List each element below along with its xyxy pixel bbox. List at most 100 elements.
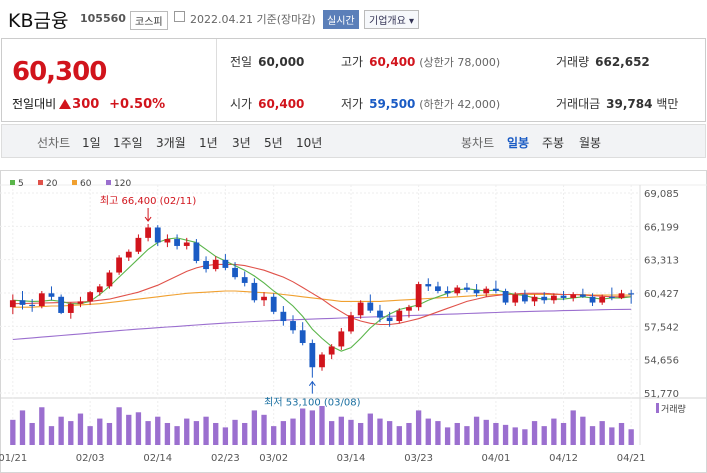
y-tick-label: 51,770 [644, 389, 679, 400]
volume-bar [58, 416, 64, 445]
candle-body [106, 272, 113, 287]
candle-body [309, 342, 316, 368]
candle-body [435, 286, 441, 292]
stock-code: 105560 [80, 12, 126, 25]
candle-body [618, 293, 625, 298]
low-annotation: 최저 53,100 (03/08) [264, 397, 360, 409]
x-tick-label: 03/23 [404, 453, 433, 464]
volume-bar [628, 429, 634, 445]
header: KB금융 105560 코스피 2022.04.21 기준(장마감) 실시간 기… [0, 0, 707, 36]
company-overview-dropdown[interactable]: 기업개요 ▾ [364, 10, 419, 29]
candle-body [19, 300, 26, 305]
candle-body [493, 288, 499, 292]
volume-bar [386, 421, 393, 445]
volume-bar [87, 426, 93, 445]
candle-body [232, 267, 238, 278]
candle-body [348, 315, 354, 332]
volume-bar [338, 416, 344, 445]
x-tick-label: 01/21 [0, 453, 27, 464]
candle-body [377, 310, 383, 318]
realtime-button[interactable]: 실시간 [323, 10, 359, 29]
volume-bar [251, 410, 258, 445]
volume-bar [164, 422, 171, 445]
tab-weekly[interactable]: 주봉 [542, 136, 565, 150]
volume-label: 거래량 [556, 55, 590, 69]
open-label: 시가 [230, 97, 253, 111]
volume-bar [406, 422, 412, 445]
candle-body [9, 300, 16, 308]
volume-bar [193, 421, 200, 445]
high-label: 고가 [341, 55, 364, 69]
candle-body [164, 239, 171, 243]
low-value: 59,500 [369, 97, 416, 111]
moving-average-ma20 [12, 263, 632, 326]
base-date: 2022.04.21 기준(장마감) [190, 13, 316, 26]
candle-body [183, 242, 190, 246]
volume-bar [261, 414, 267, 445]
tab-10y[interactable]: 10년 [296, 136, 323, 150]
volume-bar [10, 419, 16, 445]
tab-1y[interactable]: 1년 [199, 136, 218, 150]
moving-average-ma5 [12, 237, 632, 352]
volume-bar [348, 419, 354, 445]
chart-tabs: 선차트 1일 1주일 3개월 1년 3년 5년 10년 봉차트 일봉 주봉 월봉 [1, 124, 706, 158]
lower-limit: (하한가 42,000) [419, 98, 501, 111]
tab-1d[interactable]: 1일 [82, 136, 101, 150]
line-chart-label: 선차트 [37, 136, 71, 150]
candle-body [87, 292, 94, 302]
volume-bar [77, 413, 84, 445]
volume-bar [483, 419, 489, 445]
change-value: 300 [72, 97, 100, 112]
market-badge: 코스피 [130, 11, 168, 30]
candle-body [473, 289, 480, 294]
tab-monthly[interactable]: 월봉 [579, 136, 602, 150]
volume-bar [242, 422, 248, 445]
tab-3y[interactable]: 3년 [232, 136, 251, 150]
tab-3m[interactable]: 3개월 [156, 136, 186, 150]
candle-body [328, 346, 335, 355]
volume-bar [435, 421, 441, 445]
volume-bar [541, 426, 547, 445]
volume-bar [580, 416, 586, 445]
volume-bar [473, 416, 480, 445]
volume-bar [493, 422, 499, 445]
moving-average-ma120 [12, 308, 632, 341]
volume-bar [444, 427, 451, 445]
stock-name: KB금융 [8, 10, 69, 32]
candle-body [222, 259, 229, 268]
candle-body [212, 259, 219, 270]
volume-bar [39, 407, 45, 445]
candle-body [589, 296, 596, 303]
candle-body [251, 282, 258, 301]
y-tick-label: 69,085 [644, 189, 679, 200]
price-summary: 60,300 전일대비 300 +0.50% 전일 60,000 고가 60,400 … [1, 38, 706, 122]
candle-body [29, 304, 36, 307]
amount-label: 거래대금 [556, 97, 601, 111]
x-tick-label: 03/14 [337, 453, 366, 464]
volume-bar [589, 426, 596, 445]
volume-bar [560, 422, 567, 445]
volume-bar [618, 422, 625, 445]
prev-close-label: 전일 [230, 55, 253, 69]
legend-label-60: 60 [80, 179, 92, 189]
x-tick-label: 04/01 [481, 453, 510, 464]
up-arrow-icon [59, 99, 72, 109]
volume-bar [309, 410, 315, 445]
tab-daily[interactable]: 일봉 [507, 136, 530, 150]
candle-body [280, 311, 287, 322]
volume-bar [126, 414, 132, 445]
candle-body [203, 260, 209, 270]
x-tick-label: 03/02 [259, 453, 288, 464]
candle-body [406, 307, 412, 311]
change-label: 전일대비 [12, 97, 57, 111]
volume-bar [155, 416, 161, 445]
tab-5y[interactable]: 5년 [264, 136, 283, 150]
candle-body [396, 310, 403, 322]
low-price: 저가 59,500 (하한가 42,000) [341, 95, 500, 112]
volume-bar [29, 422, 35, 445]
prev-close: 전일 60,000 [230, 53, 304, 70]
legend-swatch-60 [72, 180, 77, 185]
candle-body [48, 293, 55, 297]
tab-1w[interactable]: 1주일 [113, 136, 143, 150]
volume-bar [319, 406, 325, 445]
